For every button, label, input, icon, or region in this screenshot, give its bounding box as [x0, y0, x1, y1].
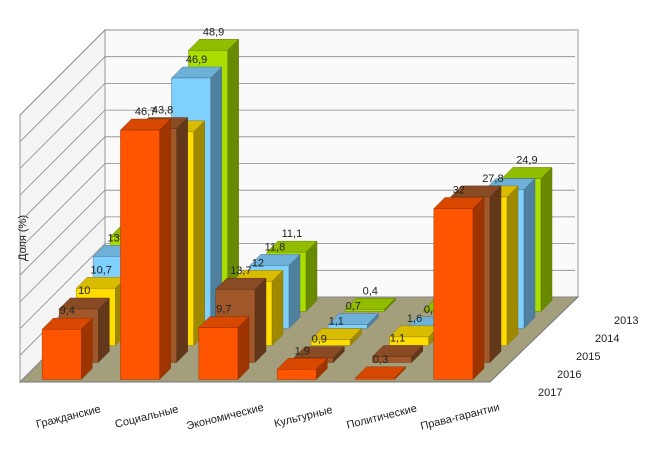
bar	[327, 313, 379, 329]
x-tick-label: Политические	[345, 403, 418, 432]
data-label: 32	[453, 185, 465, 197]
bar	[354, 366, 407, 380]
x-tick-label: Права-гарантии	[419, 401, 501, 432]
data-label: 12	[252, 257, 264, 269]
bar-face	[310, 339, 351, 346]
legend-label: 2017	[538, 387, 562, 399]
data-label: 11,8	[265, 241, 286, 253]
data-label: 48,9	[203, 26, 224, 38]
bar-face	[176, 117, 188, 363]
legend-label: 2013	[614, 315, 638, 327]
grid-line	[19, 56, 106, 142]
bar	[310, 328, 362, 346]
bar	[276, 357, 328, 380]
data-label: 0,7	[346, 301, 361, 313]
bar-face	[193, 120, 205, 346]
data-label: 1,9	[295, 345, 310, 357]
grid-line	[19, 216, 106, 303]
grid-line	[19, 109, 106, 196]
data-label: 27,8	[482, 173, 503, 185]
data-label: 46,9	[186, 54, 207, 66]
bar-face	[355, 377, 395, 380]
data-label: 46,7	[135, 106, 156, 118]
bar-face	[305, 240, 318, 312]
bar	[433, 197, 485, 380]
data-label: 9,4	[60, 305, 75, 317]
grid-line	[19, 163, 106, 249]
bar-face	[489, 185, 502, 363]
bar-face	[344, 309, 385, 312]
x-tick-label: Социальные	[114, 403, 180, 430]
legend-label: 2014	[595, 333, 619, 345]
grid-line	[19, 29, 106, 116]
bar-face	[254, 277, 267, 363]
grid-line	[19, 243, 106, 329]
data-label: 0,9	[312, 334, 327, 346]
bar	[119, 118, 172, 380]
bar-face	[159, 118, 171, 380]
grid-line	[19, 136, 106, 223]
data-label: 1,1	[390, 333, 405, 345]
y-axis-label: Доля (%)	[17, 215, 29, 261]
data-label: 0,3	[373, 354, 388, 366]
data-label: 10,7	[91, 264, 112, 276]
bar	[371, 345, 424, 363]
bar	[198, 316, 250, 380]
grid-line	[19, 83, 106, 169]
x-tick-label: Экономические	[185, 402, 265, 433]
data-label: 9,7	[216, 304, 231, 316]
bar	[41, 317, 93, 380]
bar-face	[198, 327, 239, 380]
legend-label: 2015	[576, 351, 600, 363]
bar-face	[523, 178, 536, 329]
bar-face	[506, 185, 519, 346]
data-label: 11,1	[282, 228, 303, 240]
bar-face	[372, 356, 412, 363]
data-label: 10	[78, 285, 90, 297]
data-label: 0,4	[363, 285, 378, 297]
bar-face	[288, 253, 301, 329]
x-tick-label: Гражданские	[35, 403, 102, 431]
data-label: 1,6	[407, 313, 422, 325]
data-label: 43,8	[152, 105, 173, 117]
bar-face	[276, 369, 317, 380]
x-tick-label: Культурные	[273, 404, 334, 430]
legend-label: 2016	[557, 369, 581, 381]
data-label: 13,7	[230, 265, 251, 277]
data-label: 1,1	[329, 316, 344, 328]
bar	[344, 297, 396, 312]
bar-face	[433, 208, 474, 380]
bar-face	[120, 129, 160, 380]
bar-face	[472, 197, 485, 380]
data-label: 24,9	[516, 154, 537, 166]
bar-face	[271, 269, 284, 346]
grid-line	[19, 189, 106, 276]
bar-face	[41, 329, 82, 380]
bar-face	[540, 166, 553, 312]
